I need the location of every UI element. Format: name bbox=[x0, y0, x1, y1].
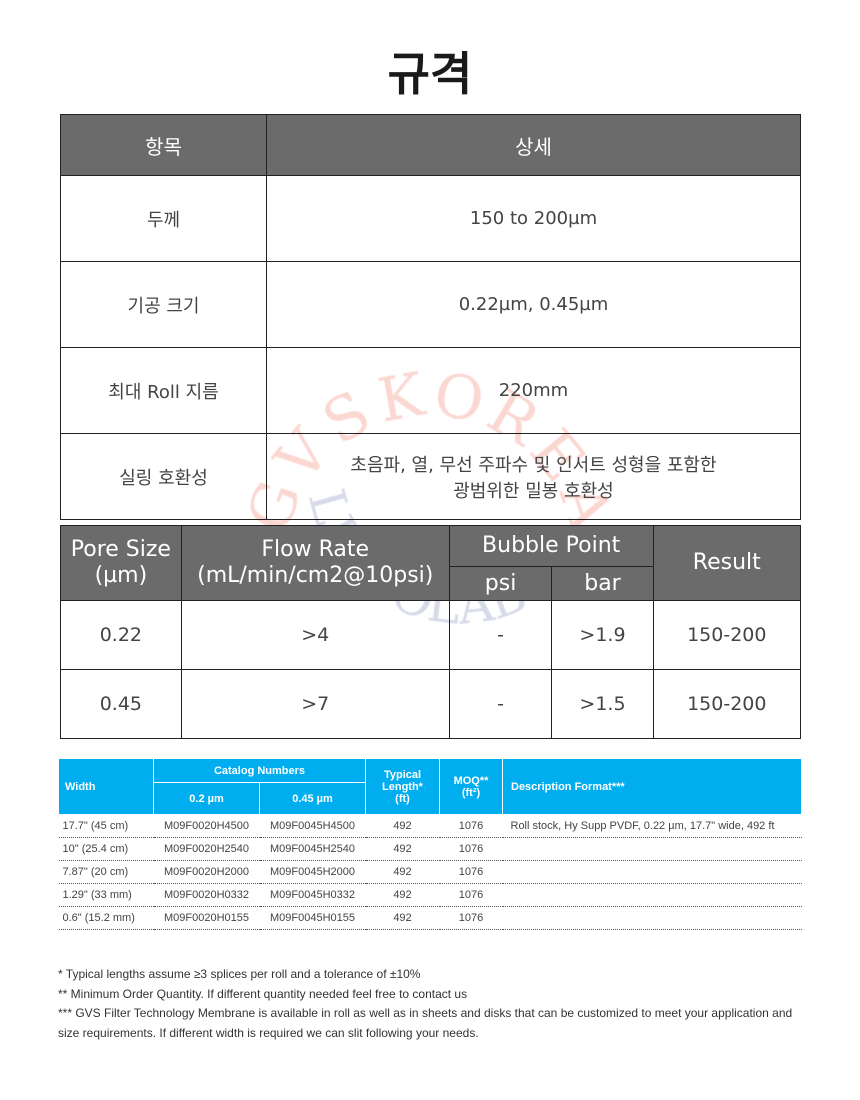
cell: 492 bbox=[365, 883, 440, 907]
cell: M09F0045H2540 bbox=[259, 837, 366, 861]
cell: 0.22 bbox=[60, 600, 182, 670]
cell: - bbox=[448, 600, 553, 670]
cell: M09F0045H0155 bbox=[259, 906, 366, 930]
cell: M09F0045H0332 bbox=[259, 883, 366, 907]
performance-table: Pore Size (µm) Flow Rate (mL/min/cm2@10psi… bbox=[60, 525, 802, 739]
table-row: 0.45 >7- >1.5 150-200 bbox=[60, 669, 802, 739]
cell: 492 bbox=[365, 814, 440, 838]
table-row: 10" (25.4 cm) M09F0020H2540 M09F0045H2540 4… bbox=[58, 837, 802, 861]
cell: 1076 bbox=[439, 906, 503, 930]
cell: 7.87" (20 cm) bbox=[58, 860, 154, 884]
header-0-45um: 0.45 µm bbox=[259, 782, 366, 815]
spec-label: 두께 bbox=[60, 175, 267, 262]
cell: 1076 bbox=[439, 883, 503, 907]
cell: 0.45 bbox=[60, 669, 182, 739]
table-row: 17.7" (45 cm) M09F0020H4500 M09F0045H4500 4… bbox=[58, 814, 802, 838]
header-description: Description Format*** bbox=[502, 758, 802, 815]
cell: M09F0045H2000 bbox=[259, 860, 366, 884]
header-moq: MOQ** (ft²) bbox=[439, 758, 503, 815]
cell bbox=[502, 883, 802, 907]
cell: 150-200 bbox=[652, 600, 802, 670]
cell: 17.7" (45 cm) bbox=[58, 814, 154, 838]
header-flow-rate: Flow Rate (mL/min/cm2@10psi) bbox=[180, 525, 450, 601]
table-row: 최대 Roll 지름 220mm bbox=[60, 347, 801, 434]
spec-label: 최대 Roll 지름 bbox=[60, 347, 267, 434]
cell: M09F0020H0332 bbox=[153, 883, 260, 907]
footnote: * Typical lengths assume ≥3 splices per … bbox=[58, 967, 421, 981]
cell: 492 bbox=[365, 837, 440, 861]
catalog-table: Width Catalog Numbers Typical Length* (ft)… bbox=[58, 758, 802, 930]
table-row: 7.87" (20 cm) M09F0020H2000 M09F0045H2000 4… bbox=[58, 860, 802, 884]
spec-table: 항목 상세 두께 150 to 200µm 기공 크기 0.22µm, 0.45µm… bbox=[60, 114, 801, 520]
header-0-2um: 0.2 µm bbox=[153, 782, 260, 815]
cell: 0.6" (15.2 mm) bbox=[58, 906, 154, 930]
header-catalog-numbers: Catalog Numbers bbox=[153, 758, 366, 783]
cell bbox=[502, 860, 802, 884]
cell: >1.5 bbox=[551, 669, 654, 739]
cell: M09F0020H2000 bbox=[153, 860, 260, 884]
cell: M09F0020H2540 bbox=[153, 837, 260, 861]
header-width: Width bbox=[58, 758, 154, 815]
header-pore-size: Pore Size (µm) bbox=[60, 525, 182, 601]
table-row: 0.22 >4- >1.9 150-200 bbox=[60, 600, 802, 670]
spec-label: 실링 호환성 bbox=[60, 433, 267, 520]
table-row: 0.6" (15.2 mm) M09F0020H0155 M09F0045H0155… bbox=[58, 906, 802, 930]
table-row: 기공 크기 0.22µm, 0.45µm bbox=[60, 261, 801, 348]
cell: M09F0045H4500 bbox=[259, 814, 366, 838]
header-bubble-point: Bubble Point bbox=[448, 525, 654, 567]
cell: 10" (25.4 cm) bbox=[58, 837, 154, 861]
footnotes: * Typical lengths assume ≥3 splices per … bbox=[58, 965, 808, 1043]
cell: 150-200 bbox=[652, 669, 802, 739]
header-bar: bar bbox=[551, 566, 654, 601]
cell: >4 bbox=[180, 600, 450, 670]
cell: M09F0020H0155 bbox=[153, 906, 260, 930]
page-title: 규격 bbox=[387, 47, 473, 101]
header-result: Result bbox=[652, 525, 802, 601]
header-item: 항목 bbox=[60, 114, 267, 176]
cell: >7 bbox=[180, 669, 450, 739]
spec-value: 220mm bbox=[266, 347, 801, 434]
cell bbox=[502, 837, 802, 861]
cell bbox=[502, 906, 802, 930]
cell: >1.9 bbox=[551, 600, 654, 670]
header-typical-length: Typical Length* (ft) bbox=[365, 758, 440, 815]
footnote: ** Minimum Order Quantity. If different … bbox=[58, 986, 468, 1001]
spec-label: 기공 크기 bbox=[60, 261, 267, 348]
footnote: *** GVS Filter Technology Membrane is av… bbox=[58, 1006, 793, 1040]
cell: Roll stock, Hy Supp PVDF, 0.22 µm, 17.7"… bbox=[502, 814, 802, 838]
header-psi: psi bbox=[448, 566, 553, 601]
spec-value: 150 to 200µm bbox=[266, 175, 801, 262]
spec-value-line: 광범위한 밀봉 호환성 bbox=[453, 480, 614, 502]
spec-value: 0.22µm, 0.45µm bbox=[266, 261, 801, 348]
cell: 1.29" (33 mm) bbox=[58, 883, 154, 907]
cell: 1076 bbox=[439, 814, 503, 838]
cell: 1076 bbox=[439, 837, 503, 861]
cell: 492 bbox=[365, 860, 440, 884]
table-row: 두께 150 to 200µm bbox=[60, 175, 801, 262]
cell: - bbox=[448, 669, 553, 739]
header-detail: 상세 bbox=[266, 114, 801, 176]
spec-value-line: 초음파, 열, 무선 주파수 및 인서트 성형을 포함한 bbox=[350, 454, 717, 476]
cell: M09F0020H4500 bbox=[153, 814, 260, 838]
cell: 1076 bbox=[439, 860, 503, 884]
table-row: 실링 호환성 초음파, 열, 무선 주파수 및 인서트 성형을 포함한 광범위한 밀… bbox=[60, 433, 801, 520]
cell: 492 bbox=[365, 906, 440, 930]
table-row: 1.29" (33 mm) M09F0020H0332 M09F0045H0332 4… bbox=[58, 883, 802, 907]
